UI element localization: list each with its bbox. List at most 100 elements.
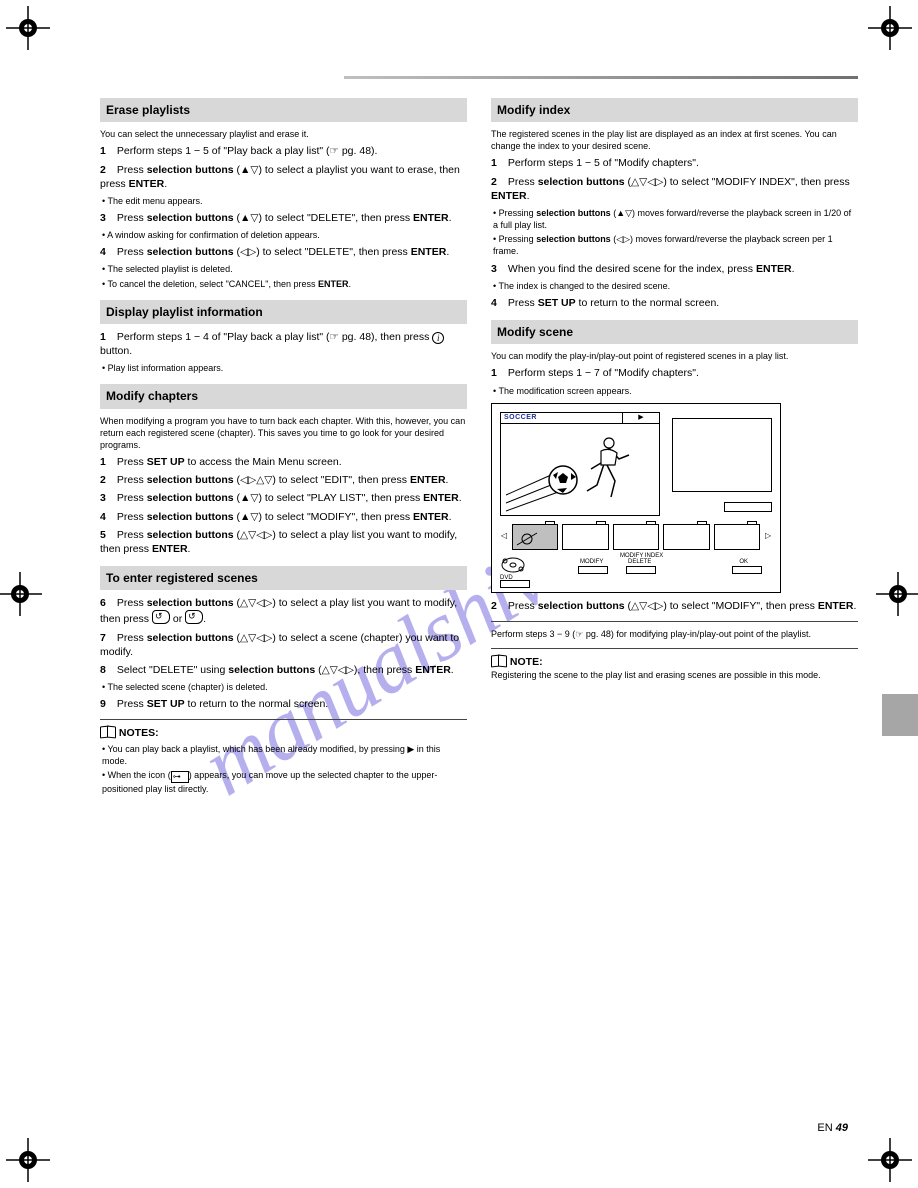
chevron-right-icon: ▷: [764, 524, 772, 550]
body-text: You can select the unnecessary playlist …: [100, 128, 467, 140]
fig-thumbnail: [512, 524, 558, 550]
step-text: Press selection buttons (▲▽) to select "…: [117, 492, 462, 504]
fig-thumbnail-row: ◁ ▷: [500, 524, 772, 550]
step-number: 1: [100, 455, 114, 469]
fig-label: MODIFY: [580, 558, 603, 566]
registration-mark-icon: [876, 572, 918, 616]
step-number: 4: [100, 510, 114, 524]
step-number: 6: [100, 596, 114, 610]
fig-bottom-row: DVD MODIFY MODIFY INDEX DELETE OK: [500, 556, 772, 584]
fig-info-panel: [672, 418, 772, 492]
step-text: Press selection buttons (△▽◁▷) to select…: [508, 600, 856, 612]
step-text: Press SET UP to access the Main Menu scr…: [117, 456, 342, 468]
left-column: Erase playlists You can select the unnec…: [100, 88, 467, 1108]
section-heading: Modify chapters: [100, 384, 467, 408]
section-heading: Erase playlists: [100, 98, 467, 122]
registration-mark-icon: [868, 6, 912, 50]
divider: [100, 719, 467, 720]
step-text: When you find the desired scene for the …: [508, 263, 795, 275]
book-icon: [491, 655, 507, 667]
step-text: Press selection buttons (◁▷) to select "…: [117, 246, 449, 258]
step-note: The modification screen appears.: [493, 385, 858, 397]
body-text: The registered scenes in the play list a…: [491, 128, 858, 152]
step-text: Press selection buttons (△▽◁▷) to select…: [100, 529, 457, 555]
step-number: 7: [100, 631, 114, 645]
step-text: Select "DELETE" using selection buttons …: [117, 664, 454, 676]
step-number: 1: [100, 144, 114, 158]
section-side-tab: [882, 694, 918, 736]
fig-button: [578, 566, 608, 574]
step-text: Perform steps 1 − 5 of "Play back a play…: [117, 145, 378, 157]
header-rule: [344, 76, 858, 79]
step-note: The index is changed to the desired scen…: [493, 280, 858, 292]
step-number: 9: [100, 697, 114, 711]
step-number: 2: [491, 599, 505, 613]
step-note: A window asking for confirmation of dele…: [102, 229, 467, 241]
fig-thumbnail: [714, 524, 760, 550]
page-number: EN 49: [817, 1122, 848, 1134]
soccer-illustration-icon: [501, 413, 661, 517]
notes-label: NOTES:: [119, 727, 159, 739]
step-number: 1: [100, 330, 114, 344]
step-text: Press selection buttons (△▽◁▷) to select…: [100, 632, 459, 658]
notes-row: NOTE:: [491, 655, 858, 669]
step-note: Pressing selection buttons (▲▽) moves fo…: [493, 207, 858, 231]
step-number: 2: [491, 175, 505, 189]
step-note: The selected scene (chapter) is deleted.: [102, 681, 467, 693]
return-icon: [152, 610, 170, 624]
section-heading: Modify scene: [491, 320, 858, 344]
step-note: The edit menu appears.: [102, 195, 467, 207]
modify-scene-figure: SOCCER: [491, 403, 781, 593]
registration-mark-icon: [6, 6, 50, 50]
step-text: Press SET UP to return to the normal scr…: [117, 698, 328, 710]
right-column: Modify index The registered scenes in th…: [491, 88, 858, 1108]
step-note: To cancel the deletion, select "CANCEL",…: [102, 278, 467, 290]
fig-thumbnail: [613, 524, 659, 550]
divider: [491, 621, 858, 622]
page-content: Erase playlists You can select the unnec…: [100, 88, 858, 1108]
step-note: The selected playlist is deleted.: [102, 263, 467, 275]
body-text: Perform steps 3 − 9 (☞ pg. 48) for modif…: [491, 628, 858, 640]
step-number: 3: [491, 262, 505, 276]
step-text: Perform steps 1 − 5 of "Modify chapters"…: [508, 157, 699, 169]
chevron-left-icon: ◁: [500, 524, 508, 550]
fig-label: DELETE: [628, 558, 651, 566]
info-icon: i: [432, 332, 444, 344]
note-text: You can play back a playlist, which has …: [102, 743, 467, 767]
step-number: 4: [491, 296, 505, 310]
fig-label: OK: [739, 558, 748, 566]
step-number: 2: [100, 163, 114, 177]
note-text: Registering the scene to the play list a…: [491, 669, 858, 681]
step-note: Play list information appears.: [102, 362, 467, 374]
step-note: Pressing selection buttons (◁▷) moves fo…: [493, 233, 858, 257]
step-number: 2: [100, 473, 114, 487]
step-number: 3: [100, 491, 114, 505]
fig-button: [626, 566, 656, 574]
step-number: 4: [100, 245, 114, 259]
divider: [491, 648, 858, 649]
step-number: 5: [100, 528, 114, 542]
fig-button: [732, 566, 762, 574]
fig-preview-panel: SOCCER: [500, 412, 660, 516]
registration-mark-icon: [6, 1138, 50, 1182]
registration-mark-icon: [868, 1138, 912, 1182]
fig-thumbnail: [562, 524, 608, 550]
fig-thumbnail: [663, 524, 709, 550]
fig-time-box: [724, 502, 772, 512]
step-text: Perform steps 1 − 7 of "Modify chapters"…: [508, 367, 699, 379]
step-number: 1: [491, 156, 505, 170]
step-text: Press selection buttons (△▽◁▷) to select…: [491, 176, 850, 202]
section-heading: To enter registered scenes: [100, 566, 467, 590]
body-text: You can modify the play-in/play-out poin…: [491, 350, 858, 362]
step-text: Press selection buttons (▲▽) to select a…: [100, 164, 460, 190]
book-icon: [100, 726, 116, 738]
body-text: When modifying a program you have to tur…: [100, 415, 467, 451]
step-number: 1: [491, 366, 505, 380]
step-number: 3: [100, 211, 114, 225]
step-text: Perform steps 1 − 4 of "Play back a play…: [100, 331, 444, 357]
fig-button: [500, 580, 530, 588]
key-icon: ⊶: [171, 771, 189, 783]
step-text: Press selection buttons (▲▽) to select "…: [117, 212, 452, 224]
return-search-icon: [185, 610, 203, 624]
step-text: Press SET UP to return to the normal scr…: [508, 297, 719, 309]
